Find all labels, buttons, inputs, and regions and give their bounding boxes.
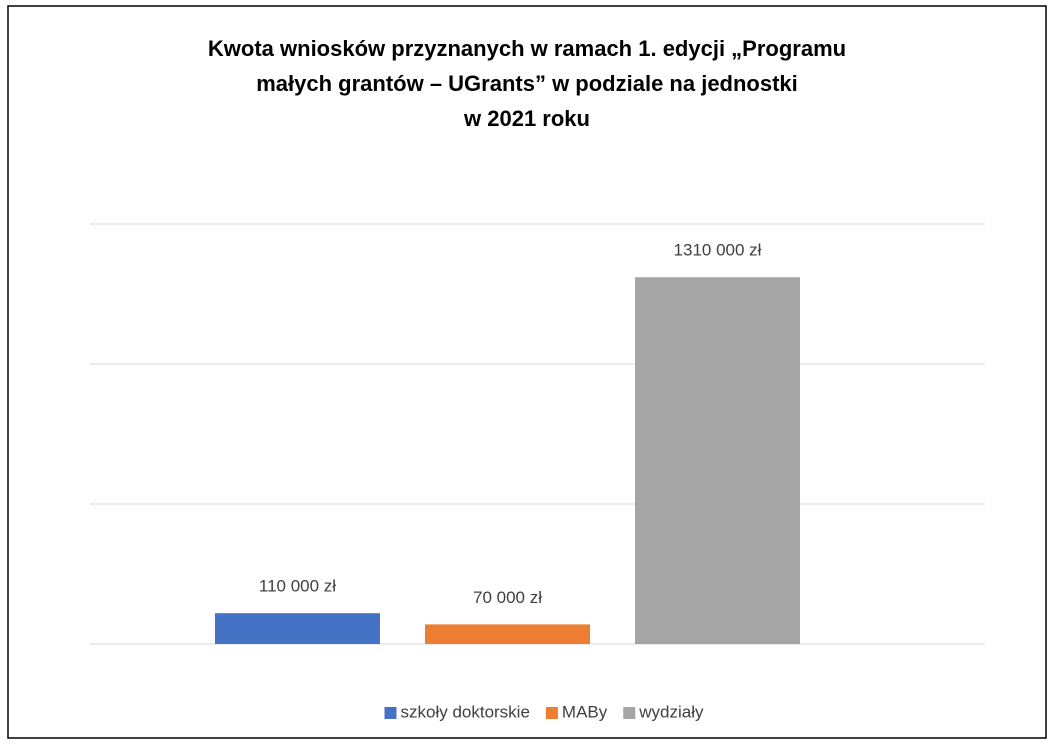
legend-swatch [623, 707, 636, 719]
data-label: 110 000 zł [259, 577, 336, 596]
legend-swatch [384, 707, 397, 719]
legend-swatch [545, 707, 558, 719]
bar [635, 277, 800, 644]
bar [215, 613, 380, 644]
data-label: 1310 000 zł [674, 241, 762, 260]
data-label: 70 000 zł [473, 588, 542, 607]
legend-label: MABy [562, 702, 608, 721]
chart-title: małych grantów – UGrants” w podziale na … [256, 71, 798, 96]
legend-label: szkoły doktorskie [400, 702, 529, 721]
chart-frame [7, 5, 1047, 739]
bar [425, 624, 590, 644]
chart-title: Kwota wniosków przyznanych w ramach 1. e… [208, 36, 846, 61]
legend-label: wydziały [638, 702, 704, 721]
chart-title: w 2021 roku [463, 106, 590, 131]
